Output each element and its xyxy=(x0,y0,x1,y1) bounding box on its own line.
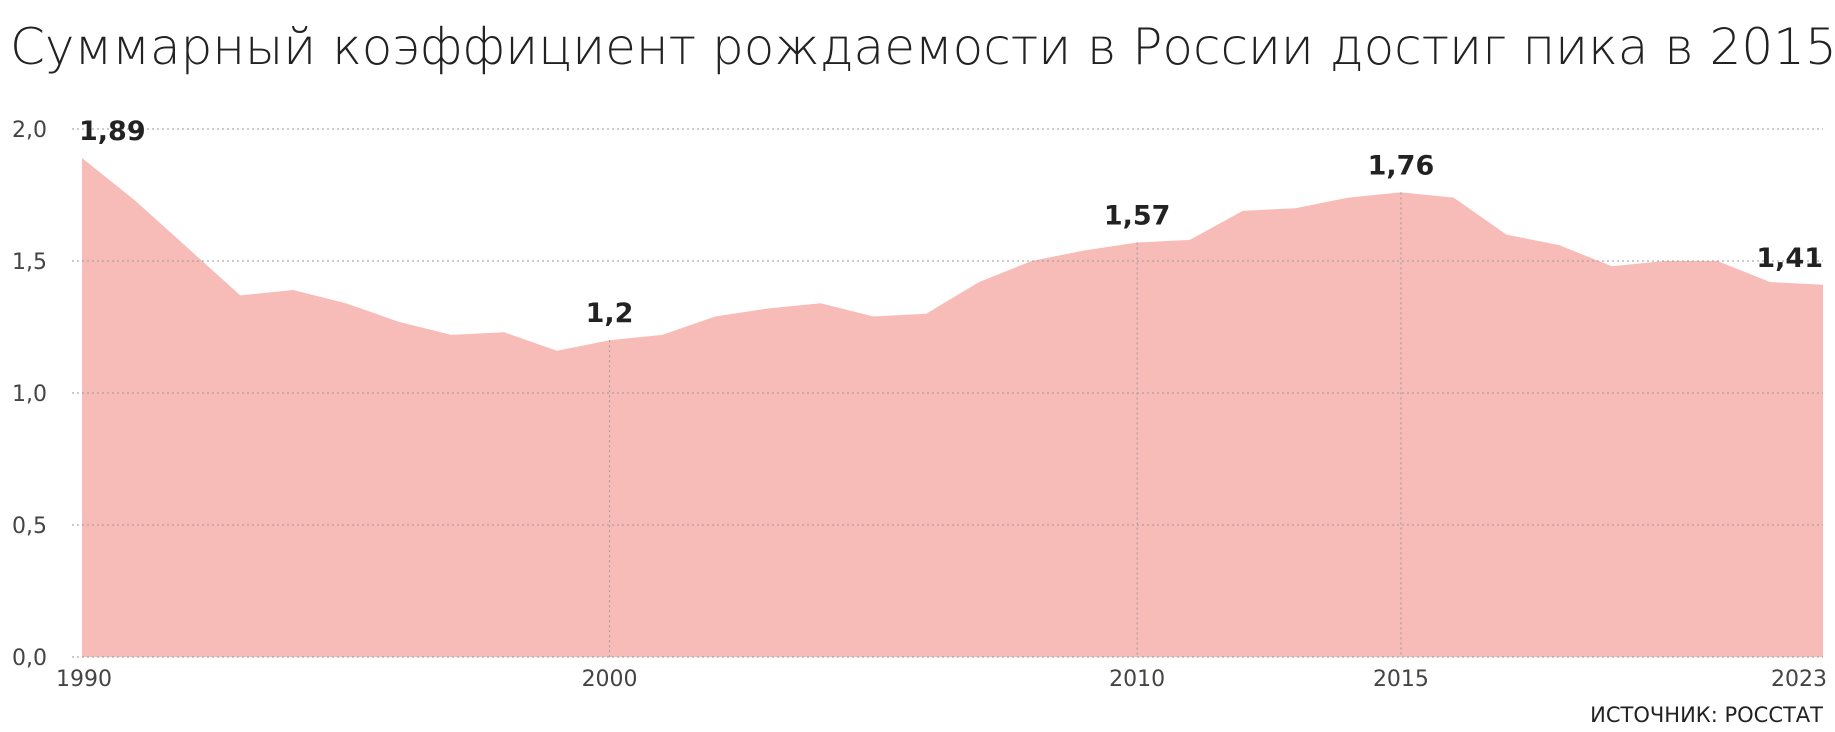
x-tick-label: 2000 xyxy=(582,667,638,692)
value-label: 1,57 xyxy=(1104,201,1171,232)
x-tick-label: 2015 xyxy=(1373,667,1429,692)
value-label: 1,2 xyxy=(586,298,634,329)
x-tick-label: 2010 xyxy=(1109,667,1165,692)
y-tick-label: 0,5 xyxy=(12,514,47,539)
y-tick-label: 1,5 xyxy=(12,250,47,275)
y-tick-label: 2,0 xyxy=(12,118,47,143)
y-tick-label: 1,0 xyxy=(12,382,47,407)
chart-title: Суммарный коэффициент рождаемости в Росс… xyxy=(10,18,1835,76)
value-label: 1,41 xyxy=(1756,243,1823,274)
value-label: 1,76 xyxy=(1368,150,1435,181)
source: ИСТОЧНИК: РОССТАТ xyxy=(1590,703,1823,727)
x-tick-label: 2023 xyxy=(1771,667,1827,692)
value-label: 1,89 xyxy=(79,116,146,147)
y-tick-label: 0,0 xyxy=(12,646,47,671)
area xyxy=(82,158,1823,658)
x-tick-label: 1990 xyxy=(56,667,112,692)
